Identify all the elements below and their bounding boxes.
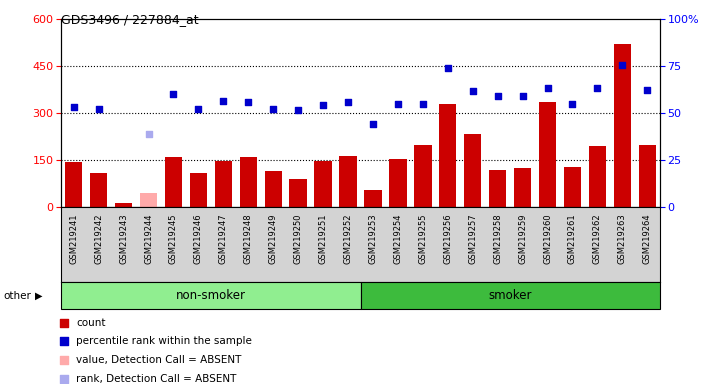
Text: GSM219264: GSM219264 (642, 214, 652, 264)
Point (567, 101, 578, 107)
Text: percentile rank within the sample: percentile rank within the sample (76, 336, 252, 346)
Point (267, 106, 279, 112)
Text: smoker: smoker (488, 289, 532, 302)
Text: value, Detection Call = ABSENT: value, Detection Call = ABSENT (76, 355, 242, 365)
Text: GSM219246: GSM219246 (194, 214, 203, 264)
Point (317, 103, 329, 109)
Bar (140, 193, 157, 207)
Bar (514, 168, 531, 207)
Text: GSM219250: GSM219250 (293, 214, 303, 264)
Bar (239, 157, 257, 207)
Bar (65, 162, 82, 207)
Text: GSM219261: GSM219261 (568, 214, 577, 264)
Text: GSM219260: GSM219260 (543, 214, 552, 264)
Text: GSM219251: GSM219251 (319, 214, 327, 264)
Bar (340, 156, 357, 207)
Text: GDS3496 / 227884_at: GDS3496 / 227884_at (61, 13, 199, 26)
Text: GSM219257: GSM219257 (468, 214, 477, 264)
Bar (414, 145, 432, 207)
Bar (265, 171, 282, 207)
Point (382, 126, 394, 132)
Bar (90, 173, 107, 207)
Bar (190, 173, 207, 207)
Text: GSM219262: GSM219262 (593, 214, 602, 264)
Bar (639, 145, 656, 207)
Point (492, 93, 503, 99)
Text: GSM219254: GSM219254 (394, 214, 402, 264)
Bar (360, 282, 660, 309)
Text: GSM219256: GSM219256 (443, 214, 452, 264)
Point (193, 106, 204, 112)
Bar (289, 179, 307, 207)
Bar (564, 167, 581, 207)
Text: non-smoker: non-smoker (176, 289, 246, 302)
Point (541, 85, 553, 91)
Point (342, 99, 354, 105)
Text: other: other (4, 291, 32, 301)
Bar (115, 203, 133, 207)
Text: GSM219249: GSM219249 (269, 214, 278, 264)
Text: GSM219242: GSM219242 (94, 214, 103, 264)
Point (293, 107, 304, 113)
Bar (165, 157, 182, 207)
Bar (614, 44, 631, 207)
Text: GSM219248: GSM219248 (244, 214, 253, 264)
Point (517, 93, 528, 99)
Text: GSM219241: GSM219241 (69, 214, 79, 264)
Point (242, 99, 254, 105)
Point (68, 104, 79, 110)
Text: GSM219255: GSM219255 (418, 214, 428, 264)
Bar (439, 104, 456, 207)
Bar (588, 146, 606, 207)
Point (382, 296, 394, 302)
Point (218, 98, 229, 104)
Point (168, 91, 180, 98)
Text: GSM219259: GSM219259 (518, 214, 527, 264)
Text: GSM219253: GSM219253 (368, 214, 378, 264)
Point (592, 85, 603, 91)
Bar (489, 170, 506, 207)
Text: GSM219247: GSM219247 (219, 214, 228, 264)
Bar (61, 282, 360, 309)
Point (417, 101, 428, 107)
Point (367, 121, 379, 127)
Text: GSM219245: GSM219245 (169, 214, 178, 264)
Point (467, 88, 479, 94)
Point (143, 131, 154, 137)
Text: GSM219263: GSM219263 (618, 214, 627, 264)
Text: rank, Detection Call = ABSENT: rank, Detection Call = ABSENT (76, 374, 236, 384)
Text: GSM219252: GSM219252 (343, 214, 353, 264)
Bar (464, 134, 482, 207)
Bar (364, 190, 381, 207)
Point (642, 87, 653, 93)
Point (392, 101, 404, 107)
Point (442, 65, 454, 71)
Point (616, 61, 628, 68)
Text: GSM219243: GSM219243 (119, 214, 128, 264)
Text: ▶: ▶ (35, 291, 42, 301)
Bar (215, 161, 232, 207)
Bar (539, 102, 556, 207)
Text: GSM219258: GSM219258 (493, 214, 502, 264)
Bar (389, 159, 407, 207)
Point (93, 106, 105, 112)
Text: count: count (76, 318, 106, 328)
Bar (314, 161, 332, 207)
Text: GSM219244: GSM219244 (144, 214, 153, 264)
